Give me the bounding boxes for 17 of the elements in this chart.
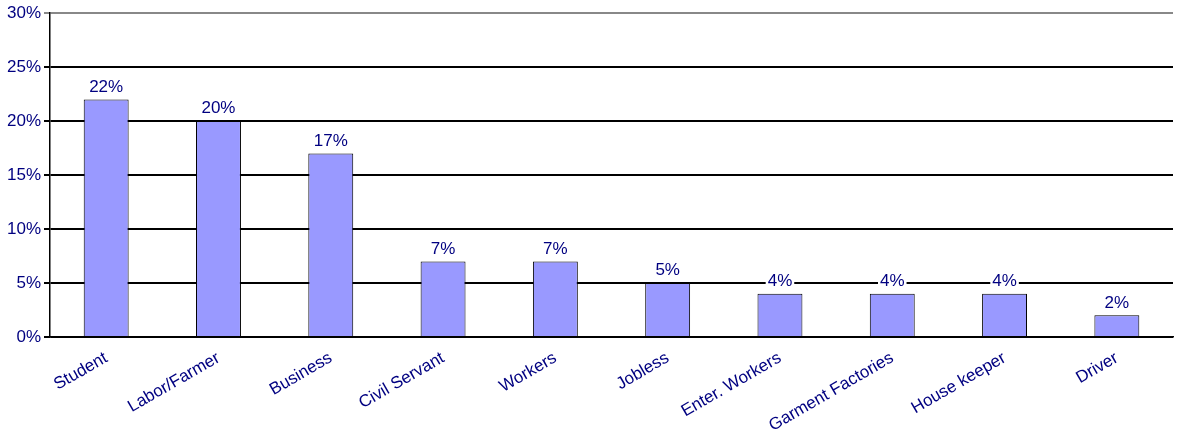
data-label: 5% — [655, 260, 680, 280]
data-label: 7% — [543, 238, 568, 258]
y-tick-label: 5% — [16, 272, 42, 292]
data-label: 4% — [767, 270, 793, 290]
y-tick-label: 30% — [6, 2, 42, 22]
data-label: 22% — [89, 76, 124, 96]
data-label: 17% — [313, 130, 348, 150]
y-tick-label: 20% — [6, 110, 42, 130]
data-label: 2% — [1104, 292, 1130, 312]
data-label: 4% — [992, 270, 1017, 290]
data-label: 20% — [201, 98, 236, 118]
y-tick-label: 15% — [6, 164, 42, 184]
y-tick-label: 25% — [6, 56, 42, 76]
y-tick-label: 10% — [6, 218, 42, 238]
data-label: 4% — [879, 270, 905, 290]
data-label: 7% — [430, 238, 456, 258]
y-tick-label: 0% — [16, 326, 42, 346]
